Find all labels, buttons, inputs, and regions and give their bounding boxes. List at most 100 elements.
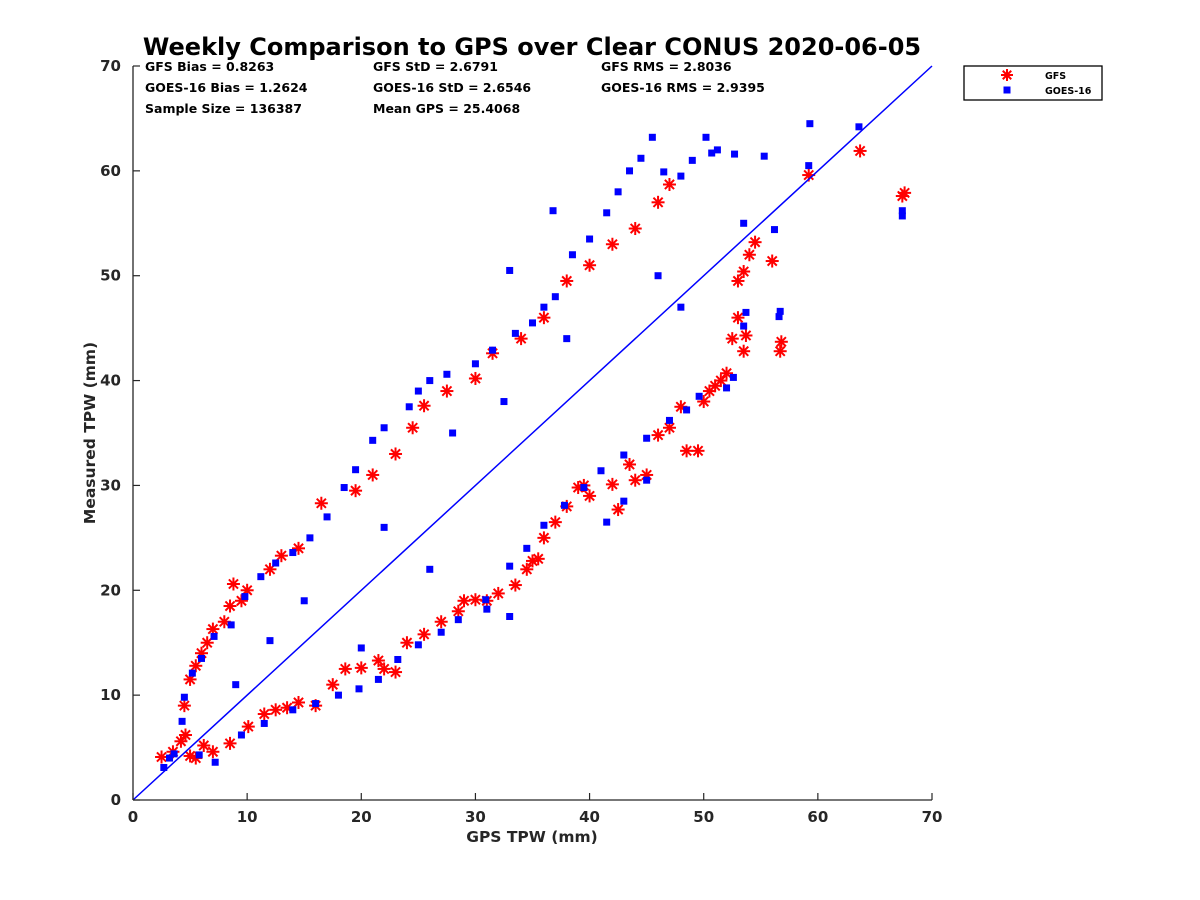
legend-asterisk [1001,69,1013,81]
gfs-point [560,274,574,288]
goes16-point [414,641,422,649]
goes16-point [740,322,748,330]
gfs-point [520,562,534,576]
gfs-point [223,736,237,750]
one-to-one-line [132,65,933,801]
gfs-point [651,428,665,442]
goes16-point [306,534,314,542]
goes16-point [586,235,594,243]
y-tick-label: 70 [100,57,121,75]
goes16-point [340,484,348,492]
goes16-point [614,188,622,196]
goes16-point [568,251,576,259]
ticks-layer: 0 10 20 30 40 50 60 70 0 10 20 30 40 50 60 70 [100,57,942,826]
gfs-point [354,661,368,675]
gfs-point [468,371,482,385]
gfs-point [611,503,625,517]
gfs-point [292,695,306,709]
gfs-point [583,489,597,503]
goes16-point [506,266,514,274]
goes16-point [160,763,168,771]
y-tick-label: 60 [100,162,121,180]
gfs-point [623,457,637,471]
goes16-point [272,559,280,567]
gfs-point [737,344,751,358]
legend-box [963,65,1103,101]
goes16-point [770,226,778,234]
goes16-point [603,518,611,526]
x-tick-label: 30 [465,808,486,826]
legend-label-goes16: GOES-16 [1045,86,1092,97]
goes16-point [414,387,422,395]
goes16-point [540,521,548,529]
goes16-point [211,758,219,766]
goes16-point [483,605,491,613]
goes16-point [405,403,413,411]
goes16-point [529,319,536,327]
goes16-point [166,754,174,762]
goes16-point [506,613,514,620]
gfs-point [389,447,403,461]
gfs-point [491,586,505,600]
gfs-point [292,541,306,555]
x-tick-label: 20 [351,808,372,826]
goes16-point [369,436,377,444]
goes16-point [394,655,402,663]
goes16-point [805,162,813,170]
goes16-point [713,146,721,154]
gfs-point [326,678,340,692]
gfs-point [691,444,705,458]
goes16-point [237,731,245,739]
gfs-point [417,399,431,413]
goes16-point [637,154,645,162]
goes16-point [580,484,588,492]
gfs-point [628,473,642,487]
gfs-point [269,703,283,717]
gfs-point [765,254,779,268]
gfs-point [406,421,420,435]
stats-block: GFS Bias = 0.8263 GFS StD = 2.6791 GFS R… [145,59,765,116]
goes16-point [195,751,203,759]
y-axis-label: Measured TPW (mm) [81,342,99,524]
gfs-point [537,531,551,545]
goes16-point [643,476,651,484]
goes16-point [437,628,445,636]
x-tick-label: 10 [237,808,258,826]
goes16-point [500,398,508,406]
goes16-point [289,549,297,557]
gfs-point [508,578,522,592]
goes16-point [898,212,906,220]
gfs-point [725,332,739,346]
gfs-point [400,636,414,650]
stat-goes-std: GOES-16 StD = 2.6546 [373,80,531,95]
legend: GFS GOES-16 [963,65,1103,101]
goes16-point [449,429,457,437]
goes16-point [260,719,268,727]
gfs-point [440,384,454,398]
goes16-point [740,219,748,227]
gfs-point [739,328,753,342]
gfs-point [537,311,551,325]
goes16-point [523,544,531,552]
gfs-point [742,248,756,262]
goes16-point [355,685,363,693]
goes16-point [170,750,178,758]
goes16-point [677,303,685,311]
gfs-point [179,728,193,742]
y-tick-label: 0 [111,791,121,809]
goes16-point [454,616,462,624]
goes16-point [688,156,696,164]
gfs-point [377,662,391,676]
goes16-point [742,308,750,316]
stat-gfs-std: GFS StD = 2.6791 [373,59,498,74]
gfs-point [853,144,867,158]
x-axis-label: GPS TPW (mm) [466,828,598,846]
gfs-point [731,274,745,288]
stat-gfs-bias: GFS Bias = 0.8263 [145,59,274,74]
goes16-point [729,373,737,381]
gfs-point [389,665,403,679]
series-layer [155,120,912,771]
goes16-point [443,370,451,378]
